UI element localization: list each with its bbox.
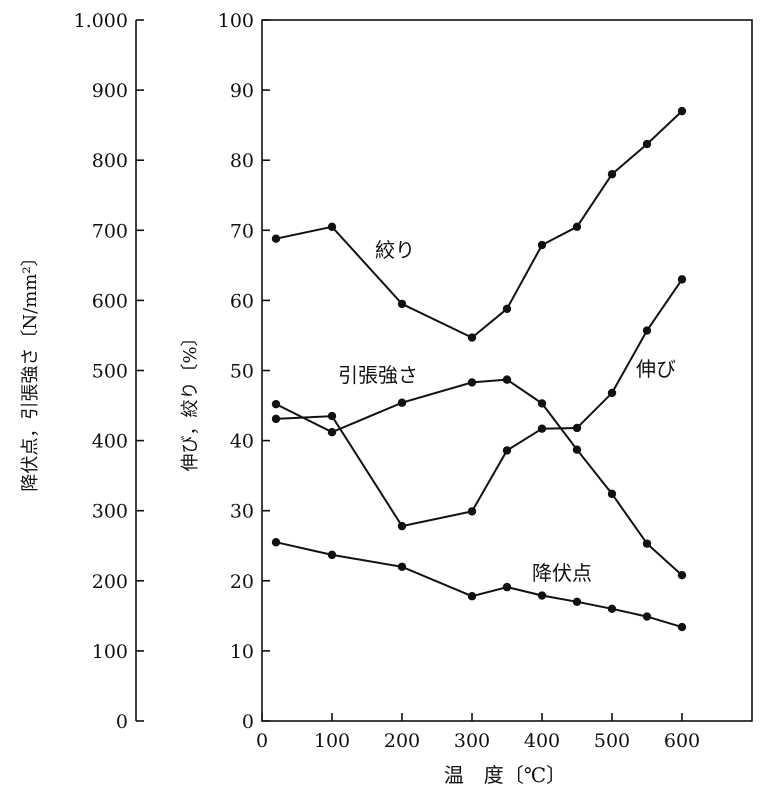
data-point-shibori (677, 106, 687, 116)
data-point-kofukuten (397, 562, 407, 571)
series-line-nobi (275, 278, 683, 528)
series-label-shibori: 絞り (375, 238, 415, 262)
x-tick-label: 200 (384, 730, 420, 752)
data-point-shibori (271, 234, 281, 243)
x-axis-title: 温 度〔℃〕 (444, 763, 566, 787)
left-tick-label: 500 (92, 361, 128, 383)
right-tick-label: 70 (230, 220, 254, 242)
x-tick-label: 500 (594, 730, 630, 752)
data-point-shibori (467, 333, 477, 342)
left-tick-label: 1.000 (74, 10, 128, 32)
right-tick-label: 80 (230, 150, 254, 172)
data-point-nobi (642, 326, 652, 335)
data-point-kofukuten (327, 550, 337, 560)
data-point-kofukuten (537, 591, 547, 600)
x-tick-label: 0 (256, 730, 268, 752)
data-point-nobi (271, 414, 281, 424)
data-point-shibori (502, 304, 512, 314)
data-point-kofukuten (502, 582, 512, 592)
data-point-nobi (537, 424, 547, 433)
data-point-shibori (327, 222, 337, 231)
data-point-hippari-tsuyosa (502, 375, 512, 384)
data-point-hippari-tsuyosa (327, 427, 337, 437)
data-point-hippari-tsuyosa (397, 398, 407, 407)
right-tick-label: 0 (242, 711, 254, 733)
right-tick-label: 100 (218, 10, 254, 32)
data-point-shibori (397, 299, 407, 309)
left-tick-label: 100 (92, 641, 128, 663)
data-point-nobi (572, 423, 582, 433)
data-point-nobi (327, 411, 337, 421)
data-point-nobi (677, 275, 687, 284)
x-axis: 0 100 200 300 400 500 600 (256, 713, 700, 752)
x-tick-label: 400 (524, 730, 560, 752)
data-point-kofukuten (572, 597, 582, 607)
left-tick-label: 800 (92, 150, 128, 172)
data-point-hippari-tsuyosa (467, 378, 477, 387)
data-point-nobi (397, 521, 407, 531)
series-layer (271, 106, 687, 632)
data-point-kofukuten (607, 604, 617, 614)
series-label-hippari-tsuyosa: 引張強さ (338, 363, 418, 387)
left-tick-label: 300 (92, 501, 128, 523)
x-tick-label: 600 (664, 730, 700, 752)
right-tick-label: 20 (230, 571, 254, 593)
data-point-nobi (502, 446, 512, 455)
x-tick-label: 300 (454, 730, 490, 752)
data-point-kofukuten (677, 622, 687, 632)
data-point-kofukuten (467, 592, 477, 601)
data-point-nobi (607, 388, 617, 398)
data-point-kofukuten (271, 538, 281, 547)
right-tick-label: 90 (230, 80, 254, 102)
data-point-hippari-tsuyosa (572, 445, 582, 454)
left-tick-label: 700 (92, 220, 128, 242)
data-point-kofukuten (642, 612, 652, 621)
right-tick-label: 30 (230, 501, 254, 523)
right-axis: 0 10 20 30 40 50 60 70 80 90 100 (218, 10, 270, 733)
left-tick-label: 900 (92, 80, 128, 102)
data-point-shibori (607, 170, 617, 179)
y-axis-title-left: 降伏点，引張強さ〔N/mm²〕 (20, 248, 41, 491)
series-label-kofukuten: 降伏点 (532, 561, 592, 585)
data-point-hippari-tsuyosa (271, 399, 281, 409)
y-axis-title-right: 伸び，絞り〔%〕 (180, 328, 201, 471)
left-axis: 0 100 200 300 400 500 600 700 800 900 1.000 (74, 10, 144, 733)
data-point-shibori (642, 139, 652, 149)
series-line-hippari-tsuyosa (275, 378, 683, 576)
series-label-nobi: 伸び (636, 357, 676, 381)
left-tick-label: 600 (92, 290, 128, 312)
right-tick-label: 60 (230, 290, 254, 312)
data-point-nobi (467, 507, 477, 516)
data-point-hippari-tsuyosa (607, 489, 617, 499)
plot-frame (261, 19, 753, 722)
data-point-shibori (537, 240, 547, 250)
right-tick-label: 10 (230, 641, 254, 663)
data-point-shibori (572, 222, 582, 231)
right-tick-label: 40 (230, 431, 254, 453)
left-tick-label: 200 (92, 571, 128, 593)
data-point-hippari-tsuyosa (642, 539, 652, 548)
series-line-kofukuten (275, 541, 683, 629)
data-point-hippari-tsuyosa (537, 399, 547, 408)
right-tick-label: 50 (230, 361, 254, 383)
left-tick-label: 0 (116, 711, 128, 733)
left-tick-label: 400 (92, 431, 128, 453)
series-line-shibori (275, 110, 683, 339)
x-tick-label: 100 (314, 730, 350, 752)
data-point-hippari-tsuyosa (677, 570, 687, 580)
